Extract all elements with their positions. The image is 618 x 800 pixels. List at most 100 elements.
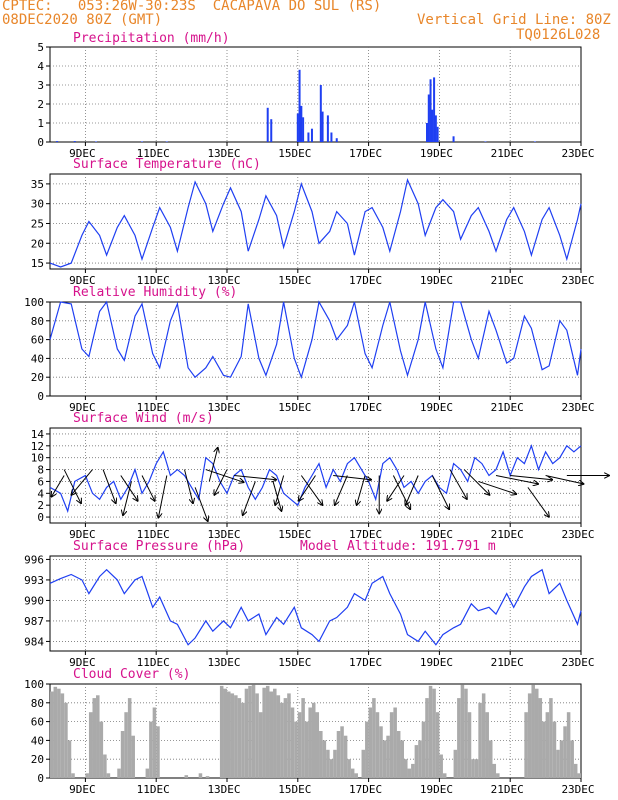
y-tick-label: 993 <box>24 574 44 587</box>
x-tick-label: 21DEC <box>491 147 524 160</box>
cloud-cover-bar <box>265 685 270 778</box>
x-tick-label: 15DEC <box>278 656 311 669</box>
cloud-cover-bar <box>237 698 242 778</box>
y-tick-label: 100 <box>24 678 44 691</box>
cloud-cover-bar <box>304 721 309 778</box>
cloud-cover-bar <box>227 691 231 778</box>
cloud-cover-bar <box>156 726 160 778</box>
x-tick-label: 17DEC <box>349 656 382 669</box>
cloud-cover-bar <box>460 684 465 778</box>
x-tick-label: 11DEC <box>137 147 170 160</box>
x-tick-label: 23DEC <box>561 147 594 160</box>
wind-vector <box>495 475 538 484</box>
cloud-cover-bar <box>343 735 348 778</box>
x-tick-label: 11DEC <box>137 274 170 287</box>
x-tick-label: 9DEC <box>69 528 96 541</box>
cloud-cover-bar <box>382 740 387 778</box>
precipitation-bar <box>302 117 305 142</box>
cloud-cover-bar <box>149 721 153 778</box>
x-tick-label: 21DEC <box>491 656 524 669</box>
x-tick-label: 9DEC <box>69 147 96 160</box>
precipitation-bar <box>533 141 536 142</box>
cloud-cover-bar <box>64 702 68 778</box>
x-tick-label: 15DEC <box>278 147 311 160</box>
x-tick-label: 13DEC <box>207 783 240 796</box>
wind-vector <box>357 475 366 505</box>
precipitation-bar <box>73 141 76 142</box>
cloud-cover-bar <box>559 740 564 778</box>
y-tick-label: 984 <box>24 635 44 648</box>
cloud-cover-bar <box>453 749 458 778</box>
precipitation-bar <box>266 107 269 142</box>
cloud-cover-bar <box>432 688 436 778</box>
x-tick-label: 13DEC <box>207 147 240 160</box>
series-line <box>49 178 582 268</box>
precipitation-bar <box>165 141 168 142</box>
header-title: CPTEC: 053:26W-30:23S CACAPAVA DO SUL (R… <box>2 0 382 14</box>
cloud-cover-bar <box>103 754 107 778</box>
cloud-cover-bar <box>474 759 479 778</box>
cloud-cover-bar <box>120 731 125 778</box>
cloud-cover-bar <box>322 740 327 778</box>
y-tick-label: 0 <box>37 772 44 785</box>
cloud-cover-bar <box>492 763 497 778</box>
wind-vector <box>214 469 228 495</box>
cloud-cover-bar <box>407 768 412 778</box>
cloud-cover-bar <box>488 740 493 778</box>
cloud-cover-bar <box>393 707 397 778</box>
cloud-cover-bar <box>152 707 157 778</box>
precipitation-bar <box>296 113 299 142</box>
cloud-cover-bar <box>248 685 252 778</box>
panel-title: Precipitation (mm/h) <box>73 31 230 46</box>
wind-vector <box>141 475 155 501</box>
cloud-cover-bar <box>340 726 344 778</box>
y-tick-label: 1 <box>37 117 44 130</box>
wind-vector <box>63 469 81 504</box>
precipitation-bar <box>307 132 310 142</box>
x-tick-label: 9DEC <box>69 783 96 796</box>
cloud-cover-bar <box>145 768 150 778</box>
cloud-cover-bar <box>552 721 557 778</box>
x-tick-label: 21DEC <box>491 783 524 796</box>
header-grid-line: Vertical Grid Line: 80Z <box>417 12 611 28</box>
x-tick-label: 11DEC <box>137 656 170 669</box>
cloud-cover-bar <box>71 773 75 778</box>
x-tick-label: 13DEC <box>207 528 240 541</box>
cloud-cover-bar <box>418 740 422 778</box>
cloud-cover-bar <box>205 776 210 778</box>
wind-vector <box>333 475 371 480</box>
cloud-cover-bar <box>244 688 249 778</box>
y-tick-label: 14 <box>31 428 45 441</box>
cloud-cover-bar <box>319 731 323 778</box>
x-tick-label: 15DEC <box>278 401 311 414</box>
y-tick-label: 20 <box>31 753 44 766</box>
precipitation-bar <box>141 141 144 142</box>
cloud-cover-bar <box>361 749 366 778</box>
cloud-cover-bar <box>531 684 535 778</box>
wind-vector <box>527 487 549 516</box>
cloud-cover-bar <box>308 707 312 778</box>
cloud-cover-bar <box>577 773 581 778</box>
cloud-cover-bar <box>315 712 320 778</box>
y-tick-label: 80 <box>31 697 44 710</box>
y-tick-label: 987 <box>24 615 44 628</box>
cloud-cover-bar <box>241 702 245 778</box>
cloud-cover-bar <box>85 773 89 778</box>
y-tick-label: 0 <box>37 511 44 524</box>
y-tick-label: 30 <box>31 198 44 211</box>
x-tick-label: 11DEC <box>137 528 170 541</box>
cloud-cover-bar <box>251 684 256 778</box>
cloud-cover-bar <box>527 693 532 778</box>
cloud-cover-bar <box>435 712 440 778</box>
cloud-cover-bar <box>354 773 358 778</box>
wind-vector <box>102 469 116 504</box>
precipitation-bar <box>429 79 432 142</box>
cloud-cover-bar <box>184 775 189 778</box>
precipitation-bar <box>95 141 98 142</box>
cloud-cover-bar <box>219 685 224 778</box>
cloud-cover-bar <box>425 698 429 778</box>
panel-frame <box>49 46 582 143</box>
x-tick-label: 11DEC <box>137 401 170 414</box>
y-tick-label: 12 <box>31 440 44 453</box>
